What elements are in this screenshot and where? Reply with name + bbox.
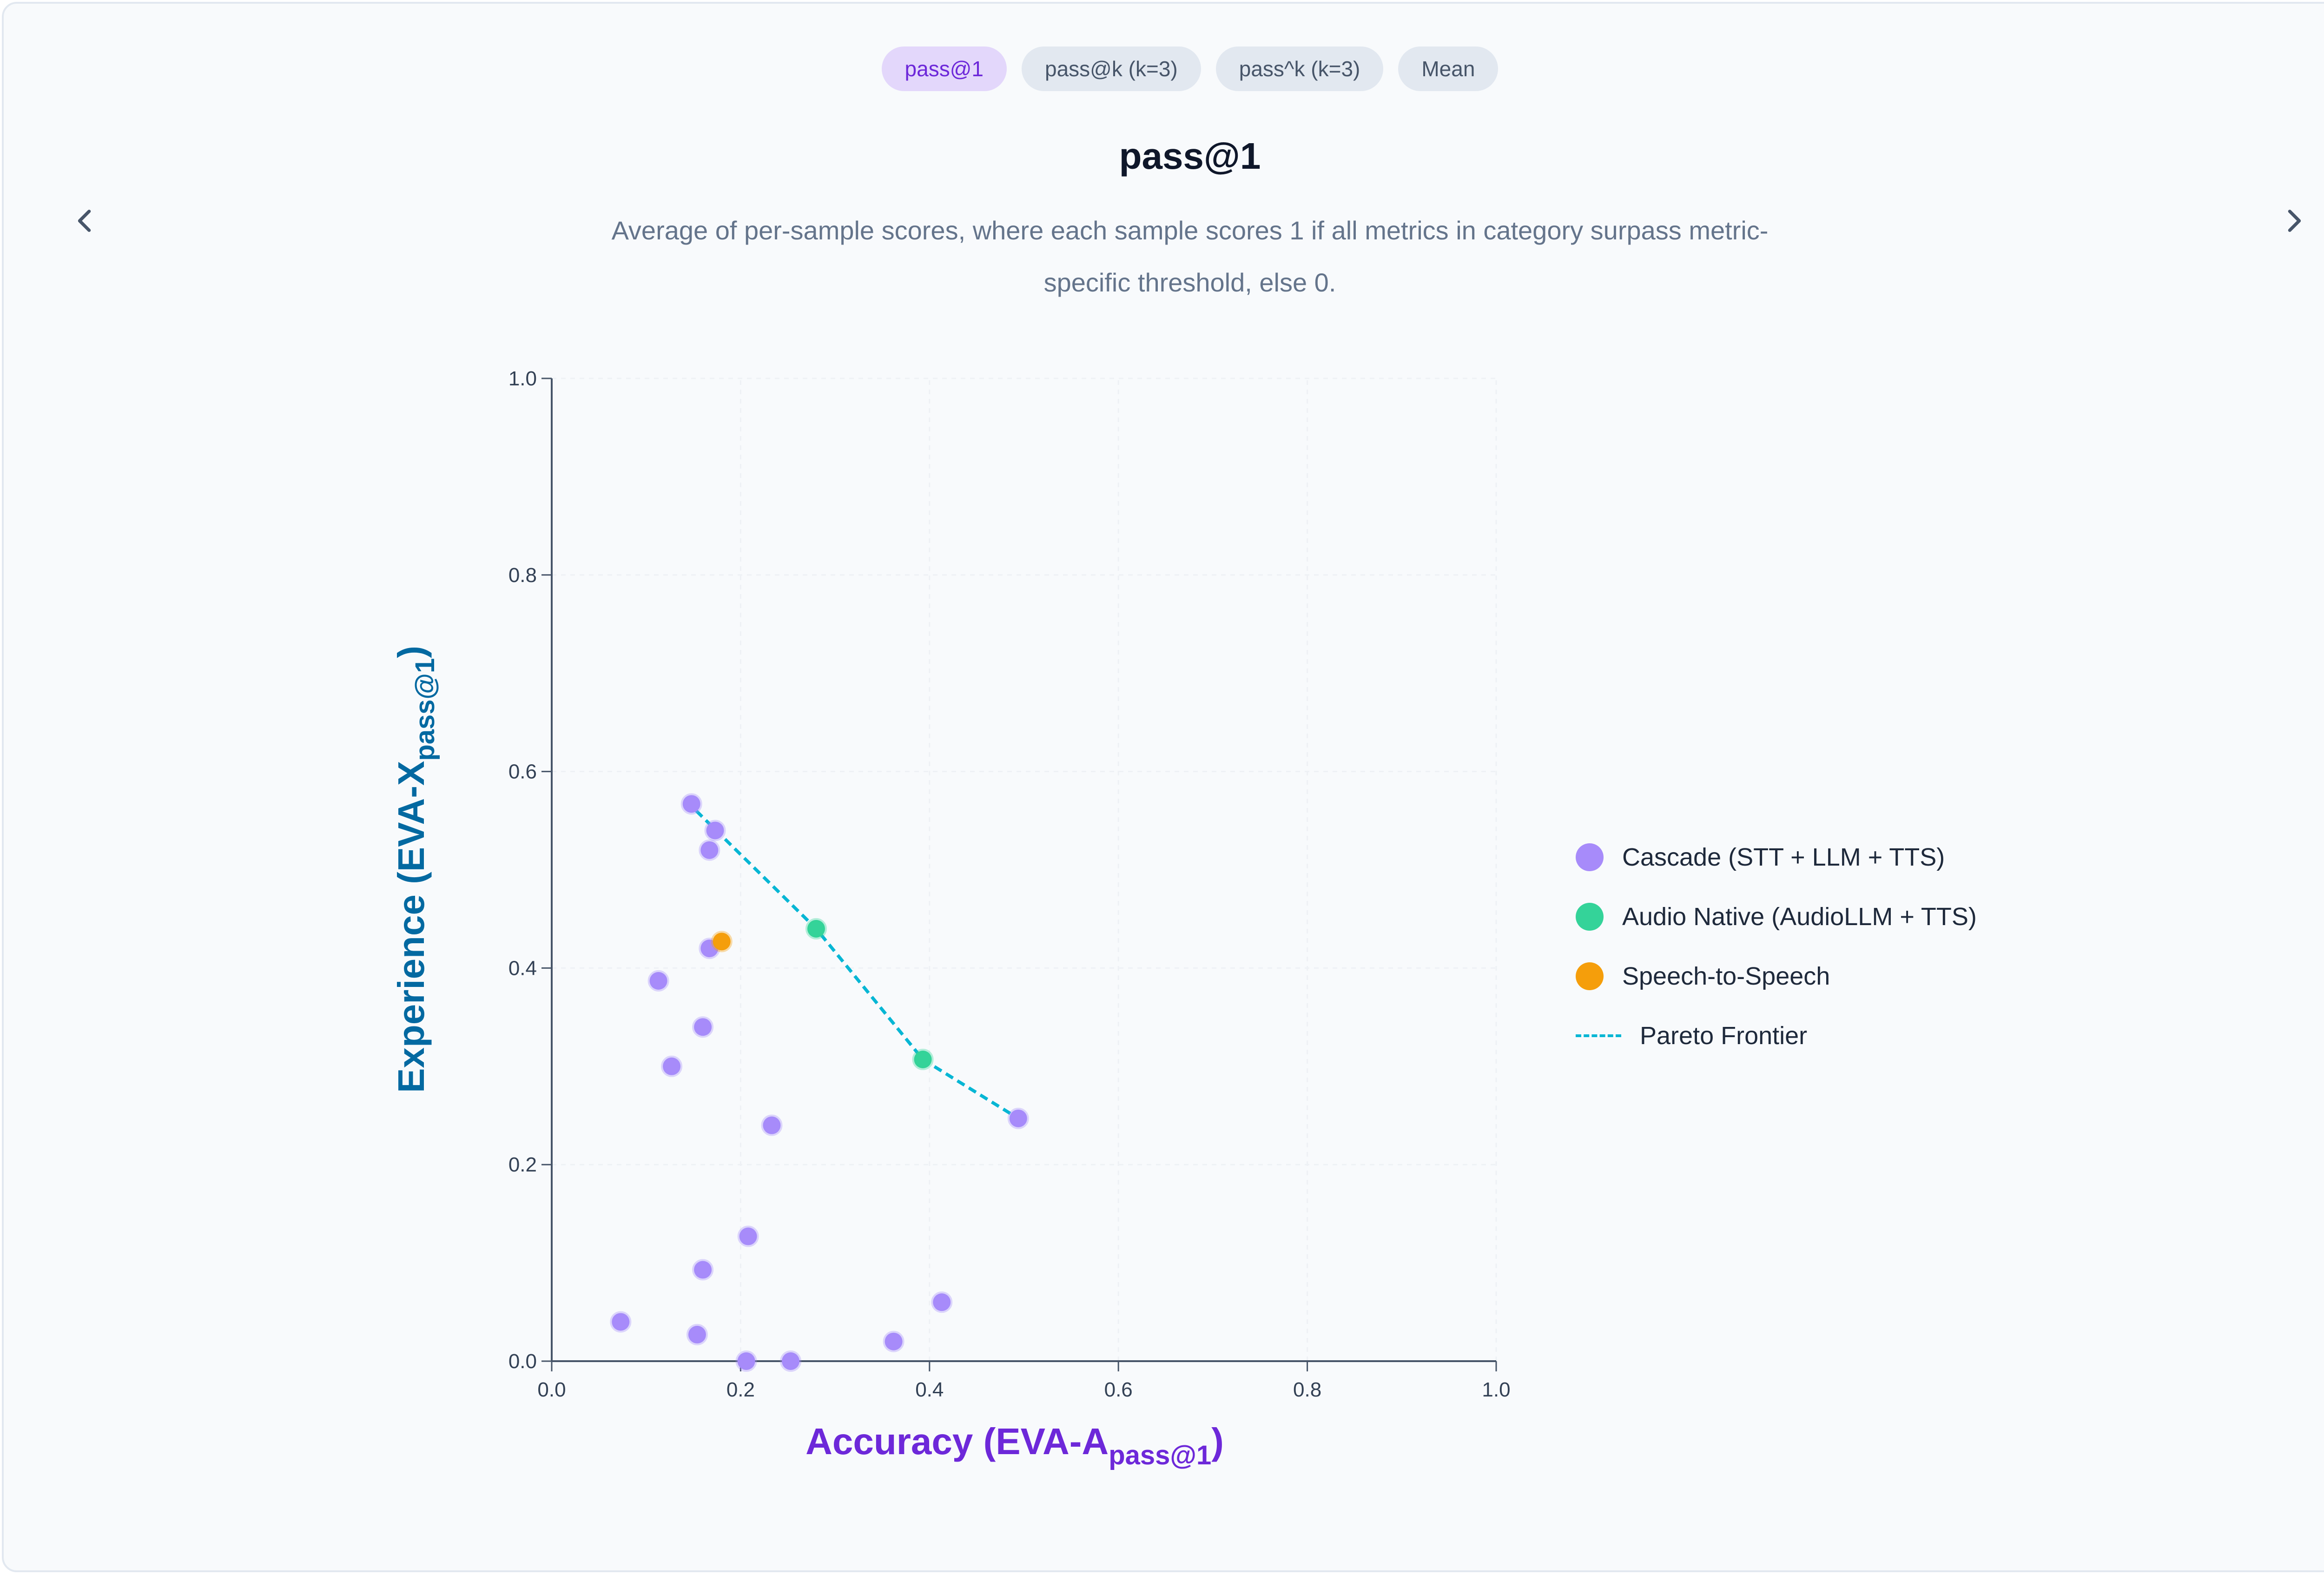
tab-mean[interactable]: Mean [1398, 46, 1499, 91]
x-tick-label: 0.8 [1293, 1378, 1321, 1401]
point-audio-native [805, 918, 827, 940]
point-cascade [647, 970, 669, 992]
point-cascade [704, 820, 726, 841]
next-button[interactable] [2268, 195, 2319, 246]
point-cascade [661, 1055, 683, 1077]
data-points [610, 793, 1029, 1372]
point-cascade [883, 1330, 905, 1352]
tab-pass-pow-k[interactable]: pass^k (k=3) [1215, 46, 1384, 91]
axes: 0.0 0.2 0.4 0.6 0.8 1.0 0.0 0.2 0.4 0.6 0.8 1.0 [508, 367, 1511, 1401]
point-cascade [692, 1016, 714, 1038]
legend-label: Cascade (STT + LLM + TTS) [1622, 843, 1945, 871]
legend-label: Audio Native (AudioLLM + TTS) [1622, 903, 1977, 931]
point-cascade [692, 1259, 714, 1281]
tab-pass-at-1[interactable]: pass@1 [881, 46, 1007, 91]
legend-item-cascade[interactable]: Cascade (STT + LLM + TTS) [1576, 827, 1977, 887]
point-speech-to-speech [711, 931, 733, 953]
y-tick-label: 1.0 [508, 367, 537, 390]
point-cascade [735, 1350, 757, 1372]
legend-line-pareto [1576, 1034, 1621, 1037]
point-cascade [737, 1225, 759, 1247]
point-cascade [686, 1324, 708, 1345]
point-cascade [699, 839, 720, 861]
pareto-frontier-line [695, 809, 1019, 1120]
x-tick-label: 0.2 [726, 1378, 755, 1401]
legend: Cascade (STT + LLM + TTS) Audio Native (… [1576, 827, 1977, 1065]
pareto-frontier [695, 809, 1019, 1120]
tab-pass-at-k[interactable]: pass@k (k=3) [1022, 46, 1201, 91]
legend-marker-audio-native [1576, 903, 1604, 931]
legend-marker-cascade [1576, 843, 1604, 871]
legend-marker-speech-to-speech [1576, 962, 1604, 990]
legend-item-pareto-frontier[interactable]: Pareto Frontier [1576, 1006, 1977, 1065]
point-cascade [680, 793, 702, 815]
point-cascade [761, 1114, 783, 1136]
x-tick-label: 0.4 [915, 1378, 944, 1401]
chevron-right-icon [2288, 210, 2301, 232]
point-cascade [1007, 1107, 1029, 1129]
legend-label: Speech-to-Speech [1622, 962, 1830, 990]
y-tick-label: 0.0 [508, 1350, 537, 1373]
chart-description: Average of per-sample scores, where each… [611, 216, 1769, 297]
y-tick-label: 0.8 [508, 564, 537, 587]
chart-title: pass@1 [1119, 135, 1261, 177]
point-cascade [931, 1291, 953, 1313]
y-tick-label: 0.6 [508, 761, 537, 783]
prev-button[interactable] [59, 195, 111, 246]
legend-item-audio-native[interactable]: Audio Native (AudioLLM + TTS) [1576, 887, 1977, 946]
y-tick-label: 0.2 [508, 1153, 537, 1176]
chevron-left-icon [78, 210, 91, 232]
x-tick-label: 0.0 [537, 1378, 566, 1401]
grid [552, 377, 1497, 1361]
point-audio-native [912, 1049, 934, 1071]
x-tick-label: 1.0 [1482, 1378, 1510, 1401]
y-tick-label: 0.4 [508, 957, 537, 979]
x-tick-label: 0.6 [1104, 1378, 1133, 1401]
point-cascade [610, 1311, 632, 1333]
point-cascade [780, 1350, 802, 1372]
metric-tabs: pass@1 pass@k (k=3) pass^k (k=3) Mean [0, 46, 2324, 91]
legend-label: Pareto Frontier [1640, 1022, 1808, 1050]
y-axis-title: Experience (EVA-Xpass@1) [390, 646, 440, 1093]
x-axis-title: Accuracy (EVA-Apass@1) [805, 1421, 1224, 1470]
legend-item-speech-to-speech[interactable]: Speech-to-Speech [1576, 946, 1977, 1006]
